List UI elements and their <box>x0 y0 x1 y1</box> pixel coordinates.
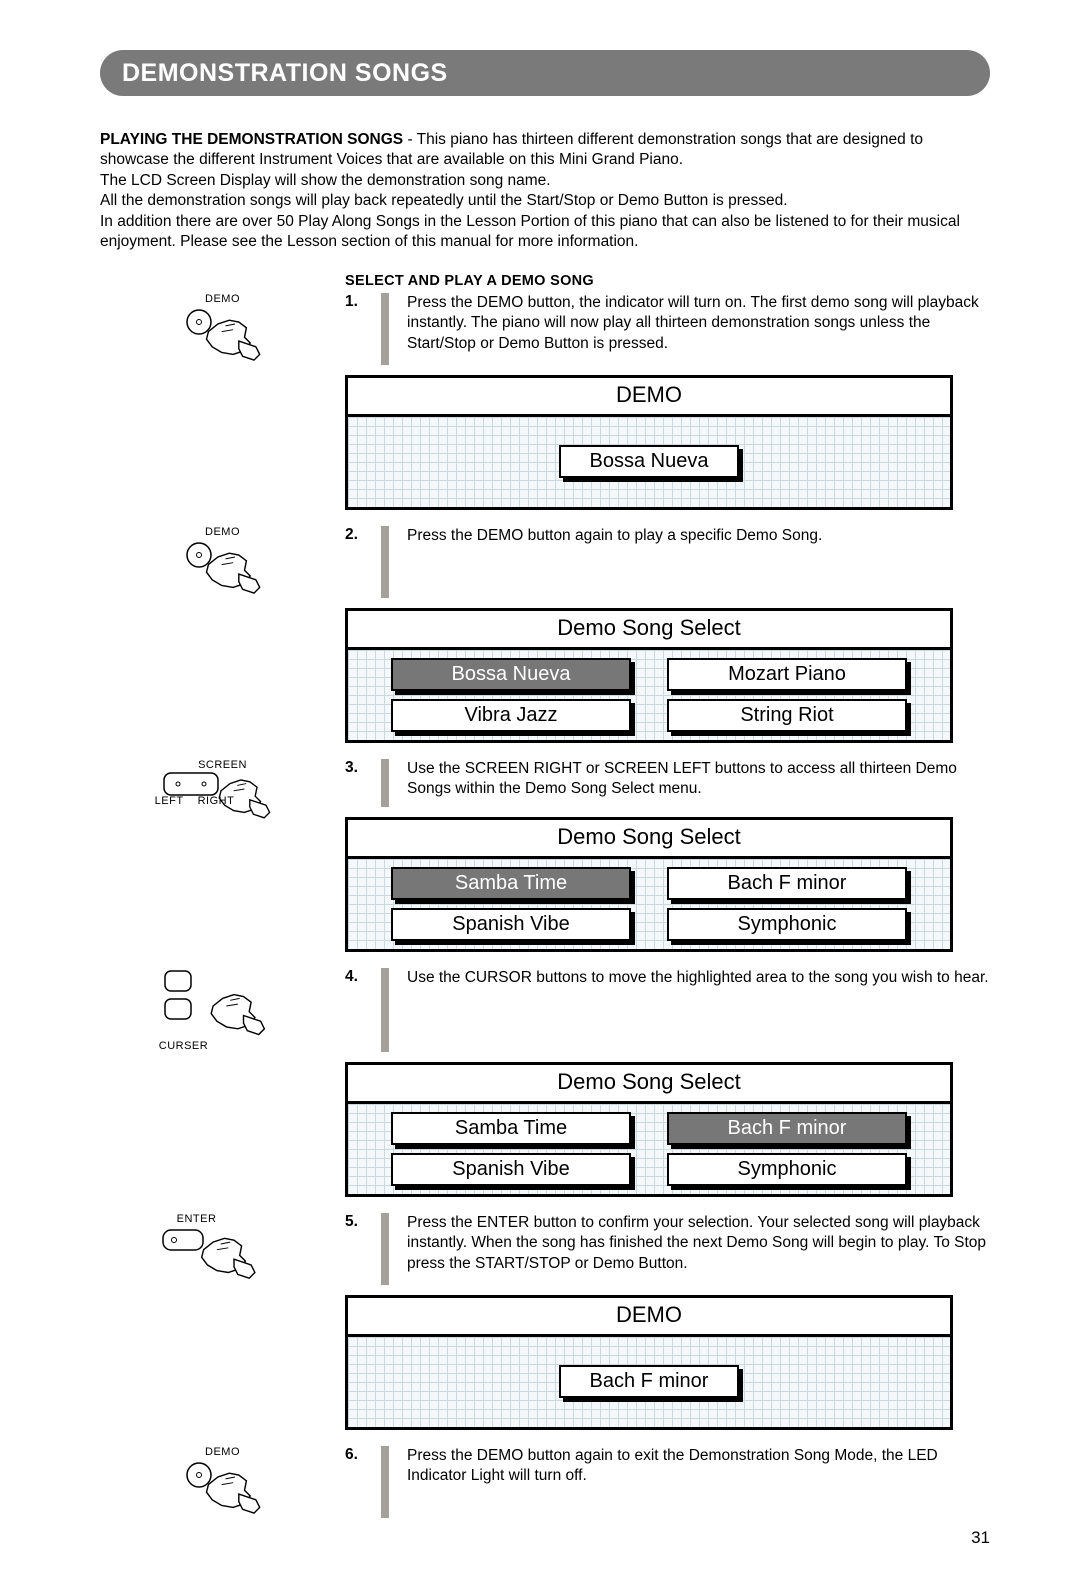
accent-bar <box>381 759 389 807</box>
intro-l3: All the demonstration songs will play ba… <box>100 192 788 209</box>
curser-label: CURSER <box>159 1040 208 1052</box>
demo-label-2: DEMO <box>205 526 240 538</box>
step-3-num: 3. <box>345 759 358 776</box>
lcd-5-item: Bach F minor <box>559 1365 739 1398</box>
lcd-2-item-1-1: String Riot <box>667 699 907 732</box>
lcd-5: DEMO Bach F minor <box>345 1295 990 1430</box>
step-6: DEMO 6. Press the DEMO button again to e… <box>100 1446 990 1518</box>
lcd-2-title: Demo Song Select <box>348 611 950 650</box>
step-1: DEMO 1. Press the DEMO button, the indic… <box>100 293 990 365</box>
step-2-text: Press the DEMO button again to play a sp… <box>407 526 990 546</box>
lcd-3-title: Demo Song Select <box>348 820 950 859</box>
lcd-1-item: Bossa Nueva <box>559 445 739 478</box>
lcd-4-item-0-1: Bach F minor <box>667 1112 907 1145</box>
accent-bar <box>381 526 389 598</box>
step-3: SCREEN LEFT RIGHT 3. Use the SCREEN RIGH… <box>100 759 990 807</box>
lcd-1-title: DEMO <box>348 378 950 417</box>
accent-bar <box>381 968 389 1052</box>
section-subtitle: SELECT AND PLAY A DEMO SONG <box>345 273 990 289</box>
accent-bar <box>381 1213 389 1285</box>
cursor-buttons-icon <box>158 968 288 1048</box>
page-number: 31 <box>100 1528 990 1548</box>
lcd-4: Demo Song Select Samba Time Bach F minor… <box>345 1062 990 1197</box>
enter-label: ENTER <box>177 1213 217 1225</box>
accent-bar <box>381 1446 389 1518</box>
step-2: DEMO 2. Press the DEMO button again to p… <box>100 526 990 598</box>
demo-button-icon-2 <box>178 538 268 598</box>
lcd-5-title: DEMO <box>348 1298 950 1337</box>
step-4: CURSER 4. Use the CURSOR buttons to move… <box>100 968 990 1052</box>
step-1-text: Press the DEMO button, the indicator wil… <box>407 293 990 354</box>
page-header: DEMONSTRATION SONGS <box>100 50 990 96</box>
lcd-4-item-1-0: Spanish Vibe <box>391 1153 631 1186</box>
screen-label: SCREEN <box>198 759 247 771</box>
lcd-2-item-1-0: Vibra Jazz <box>391 699 631 732</box>
lcd-2-item-0-1: Mozart Piano <box>667 658 907 691</box>
demo-button-icon <box>178 305 268 365</box>
lcd-3: Demo Song Select Samba Time Bach F minor… <box>345 817 990 952</box>
step-2-num: 2. <box>345 526 358 543</box>
intro-l4: In addition there are over 50 Play Along… <box>100 213 960 250</box>
lcd-3-item-0-1: Bach F minor <box>667 867 907 900</box>
demo-label: DEMO <box>205 293 240 305</box>
step-6-num: 6. <box>345 1446 358 1463</box>
step-4-num: 4. <box>345 968 358 985</box>
lcd-4-title: Demo Song Select <box>348 1065 950 1104</box>
lcd-2-item-0-0: Bossa Nueva <box>391 658 631 691</box>
left-label: LEFT <box>155 795 184 807</box>
lcd-4-item-0-0: Samba Time <box>391 1112 631 1145</box>
step-5: ENTER 5. Press the ENTER button to confi… <box>100 1213 990 1285</box>
step-5-text: Press the ENTER button to confirm your s… <box>407 1213 990 1274</box>
right-label: RIGHT <box>198 795 235 807</box>
page-title: DEMONSTRATION SONGS <box>122 59 448 88</box>
step-6-text: Press the DEMO button again to exit the … <box>407 1446 990 1487</box>
step-5-num: 5. <box>345 1213 358 1230</box>
intro-l2: The LCD Screen Display will show the dem… <box>100 172 551 189</box>
step-3-text: Use the SCREEN RIGHT or SCREEN LEFT butt… <box>407 759 990 800</box>
step-1-num: 1. <box>345 293 358 310</box>
accent-bar <box>381 293 389 365</box>
enter-button-icon <box>158 1225 288 1285</box>
lcd-3-item-1-1: Symphonic <box>667 908 907 941</box>
lcd-3-item-1-0: Spanish Vibe <box>391 908 631 941</box>
demo-label-3: DEMO <box>205 1446 240 1458</box>
lcd-3-item-0-0: Samba Time <box>391 867 631 900</box>
intro-paragraph: PLAYING THE DEMONSTRATION SONGS - This p… <box>100 130 990 253</box>
lcd-4-item-1-1: Symphonic <box>667 1153 907 1186</box>
lcd-1: DEMO Bossa Nueva <box>345 375 990 510</box>
lcd-2: Demo Song Select Bossa Nueva Mozart Pian… <box>345 608 990 743</box>
step-4-text: Use the CURSOR buttons to move the highl… <box>407 968 990 988</box>
intro-lead: PLAYING THE DEMONSTRATION SONGS <box>100 131 403 148</box>
demo-button-icon-3 <box>178 1458 268 1518</box>
